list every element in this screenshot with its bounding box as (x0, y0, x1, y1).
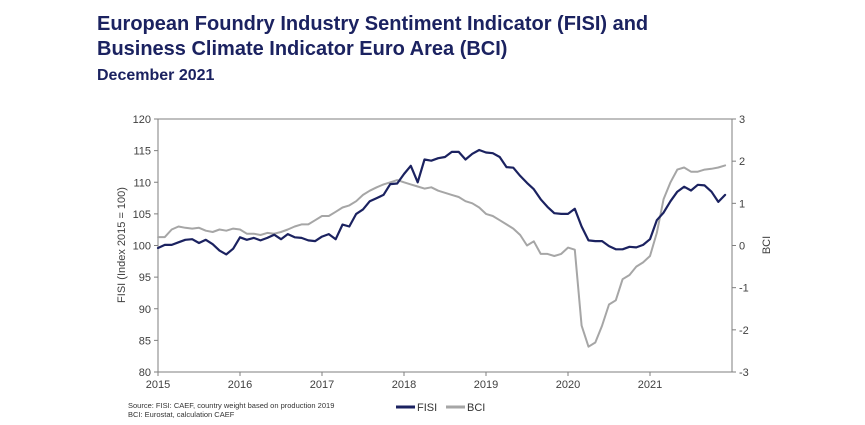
left-axis-label: FISI (Index 2015 = 100) (116, 187, 128, 303)
right-tick-label: 0 (739, 241, 745, 253)
series-layer (156, 148, 727, 348)
left-tick-label: 80 (139, 367, 151, 379)
right-axis-label: BCI (761, 236, 773, 254)
x-tick-label: 2021 (638, 379, 662, 391)
left-tick-label: 120 (133, 114, 151, 126)
right-tick-label: -2 (739, 325, 749, 337)
series-line-fisi (156, 148, 727, 256)
left-tick-label: 105 (133, 209, 151, 221)
chart-title-line-2: Business Climate Indicator Euro Area (BC… (97, 38, 508, 60)
source-line-2: BCI: Eurostat, calculation CAEF (128, 410, 235, 419)
series-line-bci (157, 164, 727, 348)
right-tick-label: 3 (739, 114, 745, 126)
left-axis-ticks: 80 85 90 95 100 105 110 115 120 (133, 114, 158, 379)
right-tick-label: -1 (739, 283, 749, 295)
right-tick-label: -3 (739, 367, 749, 379)
source-line-1: Source: FISI: CAEF, country weight based… (128, 401, 335, 410)
x-tick-label: 2017 (310, 379, 334, 391)
right-tick-label: 1 (739, 198, 745, 210)
left-tick-label: 110 (133, 177, 151, 189)
left-tick-label: 85 (139, 335, 151, 347)
right-axis-ticks: -3 -2 -1 0 1 2 3 (732, 114, 749, 379)
x-tick-label: 2016 (228, 379, 252, 391)
source-note: Source: FISI: CAEF, country weight based… (128, 401, 334, 419)
left-tick-label: 95 (139, 272, 151, 284)
x-tick-label: 2019 (474, 379, 498, 391)
legend-bci-label: BCI (467, 402, 485, 414)
legend: FISI BCI (396, 402, 485, 414)
x-axis-ticks: 2015 2016 2017 2018 2019 2020 2021 (146, 372, 662, 391)
left-tick-label: 100 (133, 241, 151, 253)
left-tick-label: 115 (133, 146, 151, 158)
x-tick-label: 2018 (392, 379, 416, 391)
chart-title-line-1: European Foundry Industry Sentiment Indi… (97, 13, 649, 35)
right-tick-label: 2 (739, 156, 745, 168)
chart-subtitle: December 2021 (97, 67, 215, 84)
x-tick-label: 2015 (146, 379, 170, 391)
left-tick-label: 90 (139, 304, 151, 316)
x-tick-label: 2020 (556, 379, 580, 391)
legend-fisi-label: FISI (417, 402, 437, 414)
